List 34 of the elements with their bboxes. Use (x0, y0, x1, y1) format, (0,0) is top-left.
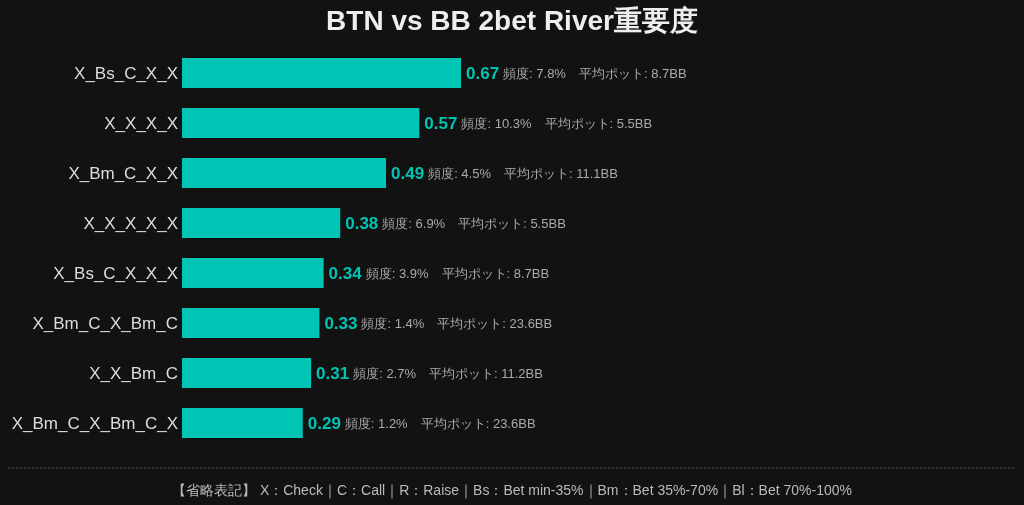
y-tick-label: X_Bm_C_X_Bm_C (32, 313, 178, 333)
y-tick-label: X_X_X_X (104, 113, 178, 133)
annotation: 頻度: 1.4% 平均ポット: 23.6BB (361, 315, 553, 331)
annotation: 頻度: 4.5% 平均ポット: 11.1BB (428, 165, 618, 181)
annotation: 頻度: 1.2% 平均ポット: 23.6BB (344, 415, 536, 431)
chart-title: BTN vs BB 2bet River重要度 (326, 5, 698, 36)
data-label: 0.34 (328, 263, 363, 283)
data-label: 0.49 (391, 163, 425, 183)
data-label: 0.31 (316, 363, 350, 383)
y-tick-label: X_X_X_X_X (83, 213, 178, 233)
data-label: 0.67 (466, 63, 500, 83)
text: 【省略表記】 X：Check｜C：Call｜R：Raise｜Bs：Bet min-35%｜Bm：Bet 35%-70%｜Bl：Bet 70%-100% (172, 482, 852, 499)
data-label: 0.29 (307, 413, 341, 433)
bar (182, 308, 320, 338)
y-tick-label: X_Bm_C_X_Bm_C_X (11, 413, 178, 433)
bar (182, 158, 387, 188)
y-tick-label: X_Bs_C_X_X (74, 63, 178, 83)
data-label: 0.33 (324, 313, 358, 333)
bar (182, 358, 312, 388)
bar (182, 108, 420, 138)
data-label: 0.57 (424, 113, 458, 133)
annotation: 頻度: 6.9% 平均ポット: 5.5BB (382, 215, 566, 231)
y-tick-label: X_Bm_C_X_X (68, 163, 178, 183)
data-label: 0.38 (345, 213, 379, 233)
y-tick-label: X_X_Bm_C (89, 363, 178, 383)
y-tick-label: X_Bs_C_X_X_X (53, 263, 178, 283)
bar (182, 208, 341, 238)
bar (182, 58, 461, 88)
text: 頻度: 7.8% 平均ポット: 8.7BB (503, 65, 687, 81)
annotation: 頻度: 3.9% 平均ポット: 8.7BB (365, 265, 550, 281)
annotation: 頻度: 2.7% 平均ポット: 11.2BB (353, 365, 543, 381)
bar (182, 258, 324, 288)
bar (182, 408, 303, 438)
text: 頻度: 10.3% 平均ポット: 5.5BB (461, 115, 653, 131)
